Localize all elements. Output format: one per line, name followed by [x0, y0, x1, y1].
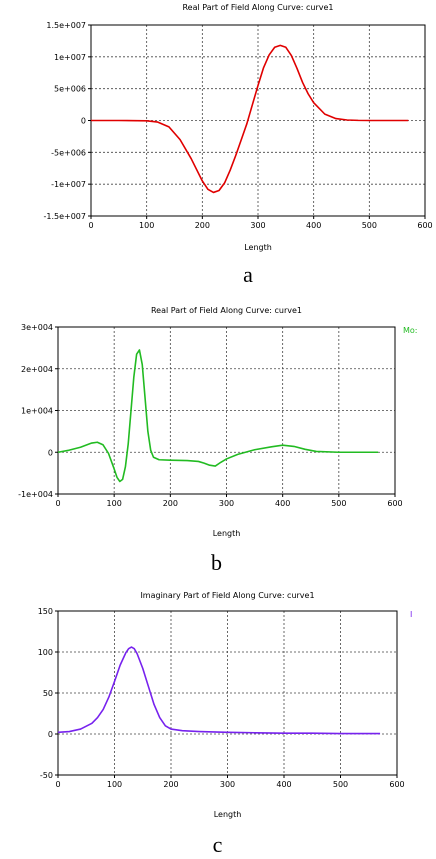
- panel-label: b: [211, 550, 222, 575]
- panel-label: a: [243, 262, 253, 287]
- x-tick-label: 600: [389, 780, 404, 789]
- chart-title: Real Part of Field Along Curve: curve1: [182, 3, 333, 12]
- x-tick-label: 500: [331, 499, 346, 508]
- legend-entry: Mo:: [403, 326, 418, 335]
- x-tick-label: 200: [163, 499, 178, 508]
- y-tick-label: 50: [43, 689, 53, 698]
- x-tick-label: 0: [55, 499, 60, 508]
- y-tick-label: 0: [48, 730, 53, 739]
- y-tick-label: 1.5e+007: [46, 21, 86, 30]
- legend-entry: I: [410, 610, 412, 619]
- chart-title: Imaginary Part of Field Along Curve: cur…: [140, 591, 314, 600]
- x-axis-label: Length: [214, 810, 242, 819]
- y-tick-label: -1.5e+007: [43, 212, 86, 221]
- y-tick-label: 5e+006: [54, 85, 86, 94]
- y-tick-label: -1e+007: [51, 180, 86, 189]
- y-tick-label: 2e+004: [21, 365, 53, 374]
- series-line: [57, 349, 379, 483]
- x-tick-label: 400: [275, 499, 290, 508]
- y-tick-label: 0: [48, 448, 53, 457]
- chart-title: Real Part of Field Along Curve: curve1: [151, 306, 302, 315]
- x-tick-label: 500: [362, 221, 377, 230]
- x-tick-label: 300: [220, 780, 235, 789]
- series-line: [91, 44, 409, 194]
- x-tick-label: 0: [55, 780, 60, 789]
- x-tick-label: 300: [219, 499, 234, 508]
- panel-label: c: [213, 832, 223, 857]
- chart-panel-b: Real Part of Field Along Curve: curve1 0 1…: [18, 306, 417, 575]
- x-axis-label: Length: [213, 529, 241, 538]
- x-tick-label: 400: [276, 780, 291, 789]
- chart-panel-a: Real Part of Field Along Curve: curve1 0 1…: [43, 3, 432, 287]
- x-tick-label: 600: [417, 221, 432, 230]
- y-tick-label: 100: [38, 648, 53, 657]
- chart-panel-c: Imaginary Part of Field Along Curve: cur…: [38, 591, 413, 857]
- y-tick-label: 1e+007: [54, 53, 86, 62]
- y-tick-label: -1e+004: [18, 490, 53, 499]
- y-tick-label: -50: [40, 771, 53, 780]
- y-tick-label: 1e+004: [21, 407, 53, 416]
- x-tick-label: 100: [107, 499, 122, 508]
- series-line: [57, 646, 381, 735]
- y-tick-label: 0: [81, 117, 86, 126]
- x-tick-label: 100: [139, 221, 154, 230]
- x-tick-label: 400: [306, 221, 321, 230]
- x-tick-label: 200: [195, 221, 210, 230]
- y-tick-label: 150: [38, 607, 53, 616]
- x-tick-label: 200: [163, 780, 178, 789]
- y-tick-label: -5e+006: [51, 148, 86, 157]
- x-tick-label: 100: [107, 780, 122, 789]
- x-tick-label: 500: [333, 780, 348, 789]
- x-tick-label: 0: [88, 221, 93, 230]
- x-tick-label: 600: [387, 499, 402, 508]
- x-axis-label: Length: [244, 243, 272, 252]
- x-tick-label: 300: [250, 221, 265, 230]
- y-tick-label: 3e+004: [21, 323, 53, 332]
